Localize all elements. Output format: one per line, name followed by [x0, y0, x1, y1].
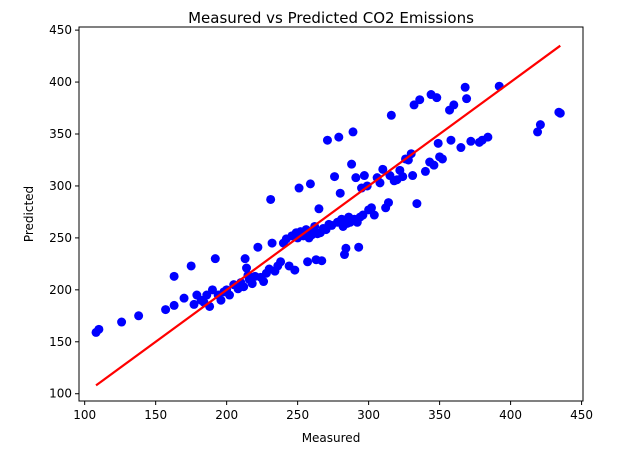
data-point — [420, 166, 430, 176]
data-point — [240, 254, 250, 264]
data-point — [294, 183, 304, 193]
data-point — [94, 324, 104, 334]
x-tick-label: 200 — [215, 408, 238, 422]
data-point — [359, 171, 369, 181]
chart-title: Measured vs Predicted CO2 Emissions — [188, 9, 474, 27]
data-point — [348, 127, 358, 137]
data-point — [189, 299, 199, 309]
data-point — [386, 110, 396, 120]
data-point — [247, 279, 257, 289]
data-point — [354, 242, 364, 252]
data-point — [446, 135, 456, 145]
data-point — [314, 204, 324, 214]
data-point — [358, 210, 368, 220]
data-point — [398, 172, 408, 182]
x-axis-label: Measured — [302, 431, 361, 445]
data-point — [555, 108, 565, 118]
data-point — [383, 198, 393, 208]
y-tick-label: 300 — [49, 179, 72, 193]
data-point — [437, 154, 447, 164]
x-tick-label: 250 — [286, 408, 309, 422]
data-point — [169, 271, 179, 281]
data-point — [202, 290, 212, 300]
data-point — [409, 100, 419, 110]
data-point — [117, 317, 127, 327]
data-point — [429, 160, 439, 170]
data-point — [334, 132, 344, 142]
data-point — [466, 136, 476, 146]
data-point — [207, 285, 217, 295]
data-point — [408, 171, 418, 181]
data-point — [456, 143, 466, 153]
data-point — [449, 100, 459, 110]
x-tick-label: 300 — [357, 408, 380, 422]
y-tick-label: 250 — [49, 231, 72, 245]
data-point — [460, 82, 470, 92]
data-point — [351, 173, 361, 183]
data-point — [210, 254, 220, 264]
data-point — [322, 135, 332, 145]
data-point — [412, 199, 422, 209]
axis-ticks: 100 150 200 250 300 350 400 450 100 150 200 250 300 3… — [49, 23, 593, 422]
y-tick-label: 100 — [49, 387, 72, 401]
data-point — [432, 93, 442, 103]
data-point — [433, 138, 443, 148]
data-point — [415, 95, 425, 105]
data-point — [301, 225, 311, 235]
data-point — [276, 257, 286, 267]
data-point — [134, 311, 144, 321]
x-tick-label: 100 — [73, 408, 96, 422]
data-point — [239, 282, 249, 292]
data-point — [161, 305, 171, 315]
y-tick-label: 400 — [49, 75, 72, 89]
data-point — [253, 242, 263, 252]
data-point — [305, 179, 315, 189]
data-point — [330, 172, 340, 182]
data-point — [462, 94, 472, 104]
data-point — [483, 132, 493, 142]
data-point — [186, 261, 196, 271]
y-tick-label: 150 — [49, 335, 72, 349]
data-point — [266, 194, 276, 204]
data-point — [259, 277, 269, 287]
data-point — [341, 243, 351, 253]
data-point — [347, 159, 357, 169]
data-point — [303, 257, 313, 267]
fit-line-group — [95, 44, 561, 387]
data-point — [224, 290, 234, 300]
x-tick-label: 400 — [499, 408, 522, 422]
x-tick-label: 150 — [144, 408, 167, 422]
data-point — [317, 256, 327, 266]
y-tick-label: 200 — [49, 283, 72, 297]
data-point — [169, 300, 179, 310]
y-tick-label: 450 — [49, 23, 72, 37]
y-axis-label: Predicted — [22, 186, 36, 242]
data-point — [369, 210, 379, 220]
data-point — [378, 164, 388, 174]
x-tick-label: 350 — [428, 408, 451, 422]
y-tick-label: 350 — [49, 127, 72, 141]
data-point — [242, 263, 252, 273]
data-point — [267, 238, 277, 248]
data-points — [91, 81, 565, 337]
data-point — [216, 295, 226, 305]
data-point — [179, 293, 189, 303]
data-point — [290, 265, 300, 275]
data-point — [535, 120, 545, 130]
fit-line — [95, 44, 561, 387]
data-point — [335, 188, 345, 198]
x-tick-label: 450 — [570, 408, 593, 422]
data-point — [366, 203, 376, 213]
data-point — [533, 127, 543, 137]
